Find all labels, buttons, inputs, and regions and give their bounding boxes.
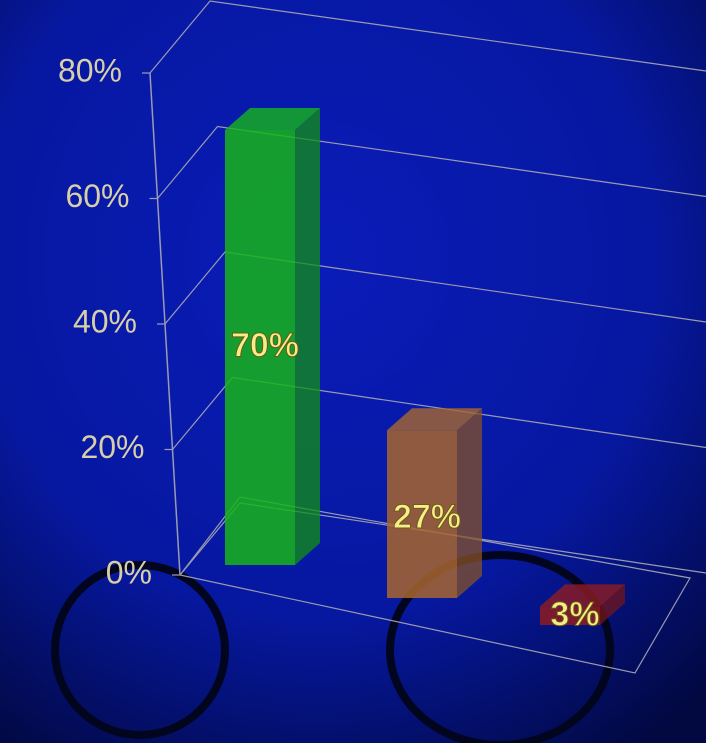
- grid-line: [149, 125, 706, 200]
- y-tick-label: 60%: [65, 178, 129, 214]
- bar-top: [387, 408, 482, 431]
- bar-side: [295, 108, 320, 565]
- value-label: 3%: [550, 595, 599, 633]
- value-label: 27%: [393, 498, 461, 536]
- y-tick-label: 40%: [73, 303, 137, 339]
- y-tick-label: 80%: [58, 52, 122, 88]
- grid-line: [142, 0, 706, 74]
- bar-top: [540, 584, 625, 607]
- wheel: [386, 551, 614, 743]
- bar-side: [600, 584, 625, 625]
- value-label: 70%: [231, 326, 299, 364]
- bar: [540, 606, 600, 625]
- bar-side: [457, 408, 482, 598]
- grid-line: [157, 251, 706, 325]
- bar: [225, 130, 295, 565]
- bar-top: [225, 108, 320, 130]
- bar: [387, 430, 457, 598]
- floor: [178, 496, 691, 674]
- wheel: [51, 561, 229, 739]
- y-tick-label: 20%: [80, 429, 144, 465]
- y-tick-label: 0%: [106, 554, 152, 590]
